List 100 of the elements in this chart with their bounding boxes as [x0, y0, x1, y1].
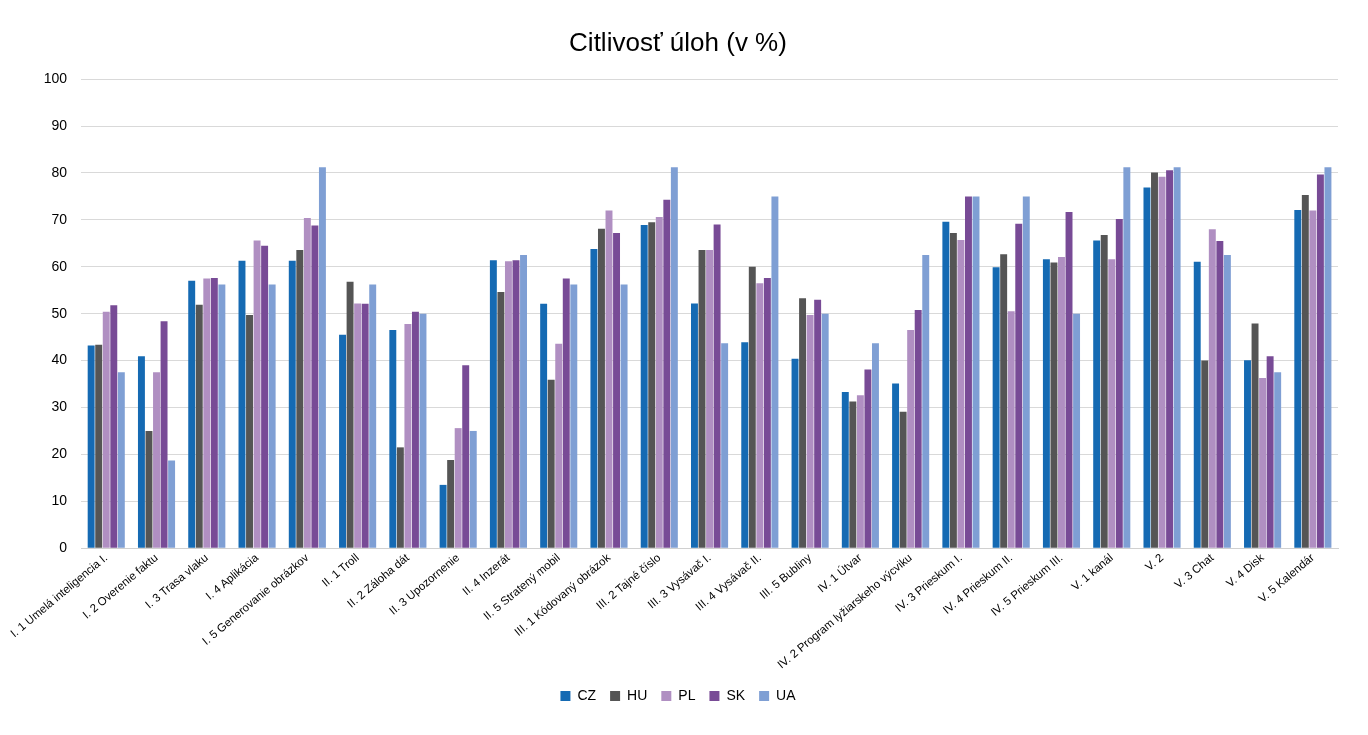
x-tick-label: V. 2 [1142, 551, 1166, 573]
bar [1115, 218, 1123, 548]
bar [246, 315, 253, 548]
bar [497, 292, 505, 548]
bar [691, 303, 698, 548]
bar [504, 261, 512, 548]
bar [389, 330, 397, 548]
bar [1324, 167, 1332, 548]
bar [447, 460, 455, 548]
bar [663, 199, 671, 548]
bar [102, 311, 110, 548]
bar [261, 245, 269, 548]
bar [706, 249, 714, 548]
bar [620, 284, 628, 548]
bar [841, 392, 849, 548]
bar [597, 228, 605, 548]
bar [1294, 210, 1302, 548]
bar [907, 330, 915, 548]
bar [992, 267, 1000, 548]
bar [188, 280, 196, 548]
bar [1042, 259, 1050, 548]
bar [806, 315, 814, 548]
bar [1309, 210, 1317, 548]
bar [899, 411, 907, 548]
bar [318, 167, 326, 548]
bar [489, 260, 497, 548]
legend-label: PL [678, 686, 696, 703]
bar [1223, 255, 1231, 548]
bar [1100, 234, 1108, 548]
y-tick-label: 60 [51, 257, 68, 274]
bar [203, 278, 211, 548]
bar [799, 298, 807, 548]
bar [1093, 240, 1101, 548]
bar [721, 343, 729, 548]
bar [1050, 262, 1058, 548]
bar [296, 249, 304, 548]
bar [195, 304, 203, 548]
bar [570, 284, 578, 548]
bar [1166, 170, 1174, 548]
bar [168, 460, 176, 548]
bar [1108, 259, 1116, 548]
bar [361, 303, 369, 548]
x-tick-label: V. 4 Disk [1223, 551, 1267, 590]
bar [892, 383, 900, 548]
bar [1251, 323, 1259, 548]
bar [454, 428, 462, 548]
bar [540, 303, 548, 548]
bar [648, 222, 656, 548]
bar [339, 334, 347, 548]
bar [713, 224, 721, 548]
bar [670, 167, 678, 548]
bar [864, 369, 872, 548]
bar [914, 309, 922, 548]
bar [1316, 174, 1324, 548]
bar [1058, 256, 1065, 548]
y-tick-label: 70 [51, 210, 68, 227]
bar [655, 217, 663, 548]
legend-label: CZ [577, 686, 597, 703]
y-tick-label: 40 [51, 351, 68, 368]
bar [922, 255, 930, 548]
bar [1173, 167, 1181, 548]
y-tick-label: 80 [51, 163, 68, 180]
bar [942, 221, 950, 548]
bar [590, 248, 598, 548]
bar [1123, 167, 1131, 548]
y-tick-label: 0 [59, 539, 68, 556]
bar [153, 372, 160, 548]
y-tick-label: 90 [51, 116, 68, 133]
bar [763, 278, 771, 548]
bar [1007, 311, 1015, 548]
bar [949, 233, 957, 548]
y-tick-label: 50 [51, 304, 68, 321]
legend-label: SK [726, 686, 746, 703]
bar [856, 395, 864, 548]
bar [110, 305, 118, 548]
bar [1216, 241, 1224, 548]
bar [821, 313, 829, 548]
bar [1244, 360, 1251, 548]
bar [771, 196, 779, 548]
bar [1073, 313, 1081, 548]
bar [311, 225, 319, 548]
bar [1158, 176, 1166, 548]
bar [1022, 196, 1030, 548]
bar [640, 225, 648, 548]
x-tick-label: V. 3 Chat [1172, 550, 1217, 591]
bar [346, 281, 354, 548]
bar [1151, 172, 1158, 548]
bar [957, 240, 965, 548]
bar [218, 284, 226, 548]
bar [303, 218, 311, 548]
legend-label: UA [776, 686, 797, 703]
bar [439, 484, 447, 548]
bar [1274, 372, 1282, 548]
x-tick-label: II. 1 Troll [319, 551, 361, 589]
bar [1259, 377, 1267, 548]
bar [871, 343, 879, 548]
bar [253, 240, 261, 548]
y-tick-label: 30 [51, 398, 68, 415]
bar [1000, 254, 1008, 548]
bar [411, 311, 419, 548]
